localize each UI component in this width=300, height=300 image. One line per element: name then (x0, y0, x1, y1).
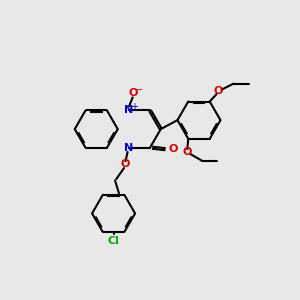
Text: O: O (121, 159, 130, 169)
Text: O: O (213, 86, 223, 96)
Text: −: − (135, 85, 143, 94)
Text: N: N (124, 143, 133, 153)
Text: Cl: Cl (108, 236, 119, 246)
Text: O: O (168, 144, 177, 154)
Text: O: O (128, 88, 138, 98)
Text: O: O (182, 147, 191, 157)
Text: +: + (130, 102, 138, 112)
Text: N: N (124, 106, 133, 116)
